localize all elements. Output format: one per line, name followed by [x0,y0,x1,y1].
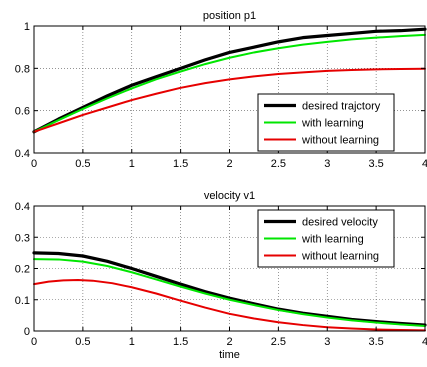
x-tick-label: 3.5 [368,158,383,170]
x-tick-label: 0 [31,158,37,170]
y-tick-label: 0.2 [15,264,30,276]
x-tick-label: 1.5 [173,158,188,170]
x-tick-label: 3.5 [368,336,383,348]
x-tick-label: 0 [31,336,37,348]
legend-label-1: with learning [301,118,364,130]
series-line-2 [33,67,426,133]
velocity-plot: 0 0.5 1 1.5 2 2.5 3 3.5 4 0 0.1 0.2 0.3 0.4 velocity v… [15,190,427,361]
legend-label-0: desired trajctory [302,101,381,113]
y-tick-label: 0.4 [15,201,30,213]
x-tick-label: 1 [129,336,135,348]
legend-label-2: without learning [301,251,379,263]
y-tick-label: 0.8 [15,63,30,75]
series-line-1 [33,258,426,327]
legend-label-2: without learning [301,135,379,147]
x-tick-label: 0.5 [75,158,90,170]
x-tick-label: 2.5 [271,336,286,348]
legend-label-0: desired velocity [302,217,378,229]
y-tick-label: 0.4 [15,148,30,160]
x-tick-label: 1 [129,158,135,170]
x-tick-label: 2 [226,336,232,348]
x-tick-label: 3 [324,336,330,348]
y-tick-label: 0 [24,326,30,338]
x-axis-label: time [219,349,240,361]
x-tick-label: 1.5 [173,336,188,348]
position-plot: 0 0.5 1 1.5 2 2.5 3 3.5 4 0.4 0.6 0.8 1 position p1 de… [15,10,427,170]
y-tick-label: 0.3 [15,232,30,244]
chart-title: position p1 [203,10,256,22]
series-line-0 [32,27,427,134]
y-tick-label: 0.6 [15,106,30,118]
x-tick-label: 0.5 [75,336,90,348]
series-line-1 [33,33,426,133]
x-tick-label: 4 [422,336,427,348]
y-tick-label: 1 [24,21,30,33]
y-tick-label: 0.1 [15,295,30,307]
legend-label-1: with learning [301,234,364,246]
series-line-2 [33,279,426,332]
x-tick-label: 3 [324,158,330,170]
x-tick-label: 2 [226,158,232,170]
legend-box [257,93,395,152]
x-tick-label: 4 [422,158,427,170]
chart-title: velocity v1 [204,190,255,202]
x-tick-label: 2.5 [271,158,286,170]
